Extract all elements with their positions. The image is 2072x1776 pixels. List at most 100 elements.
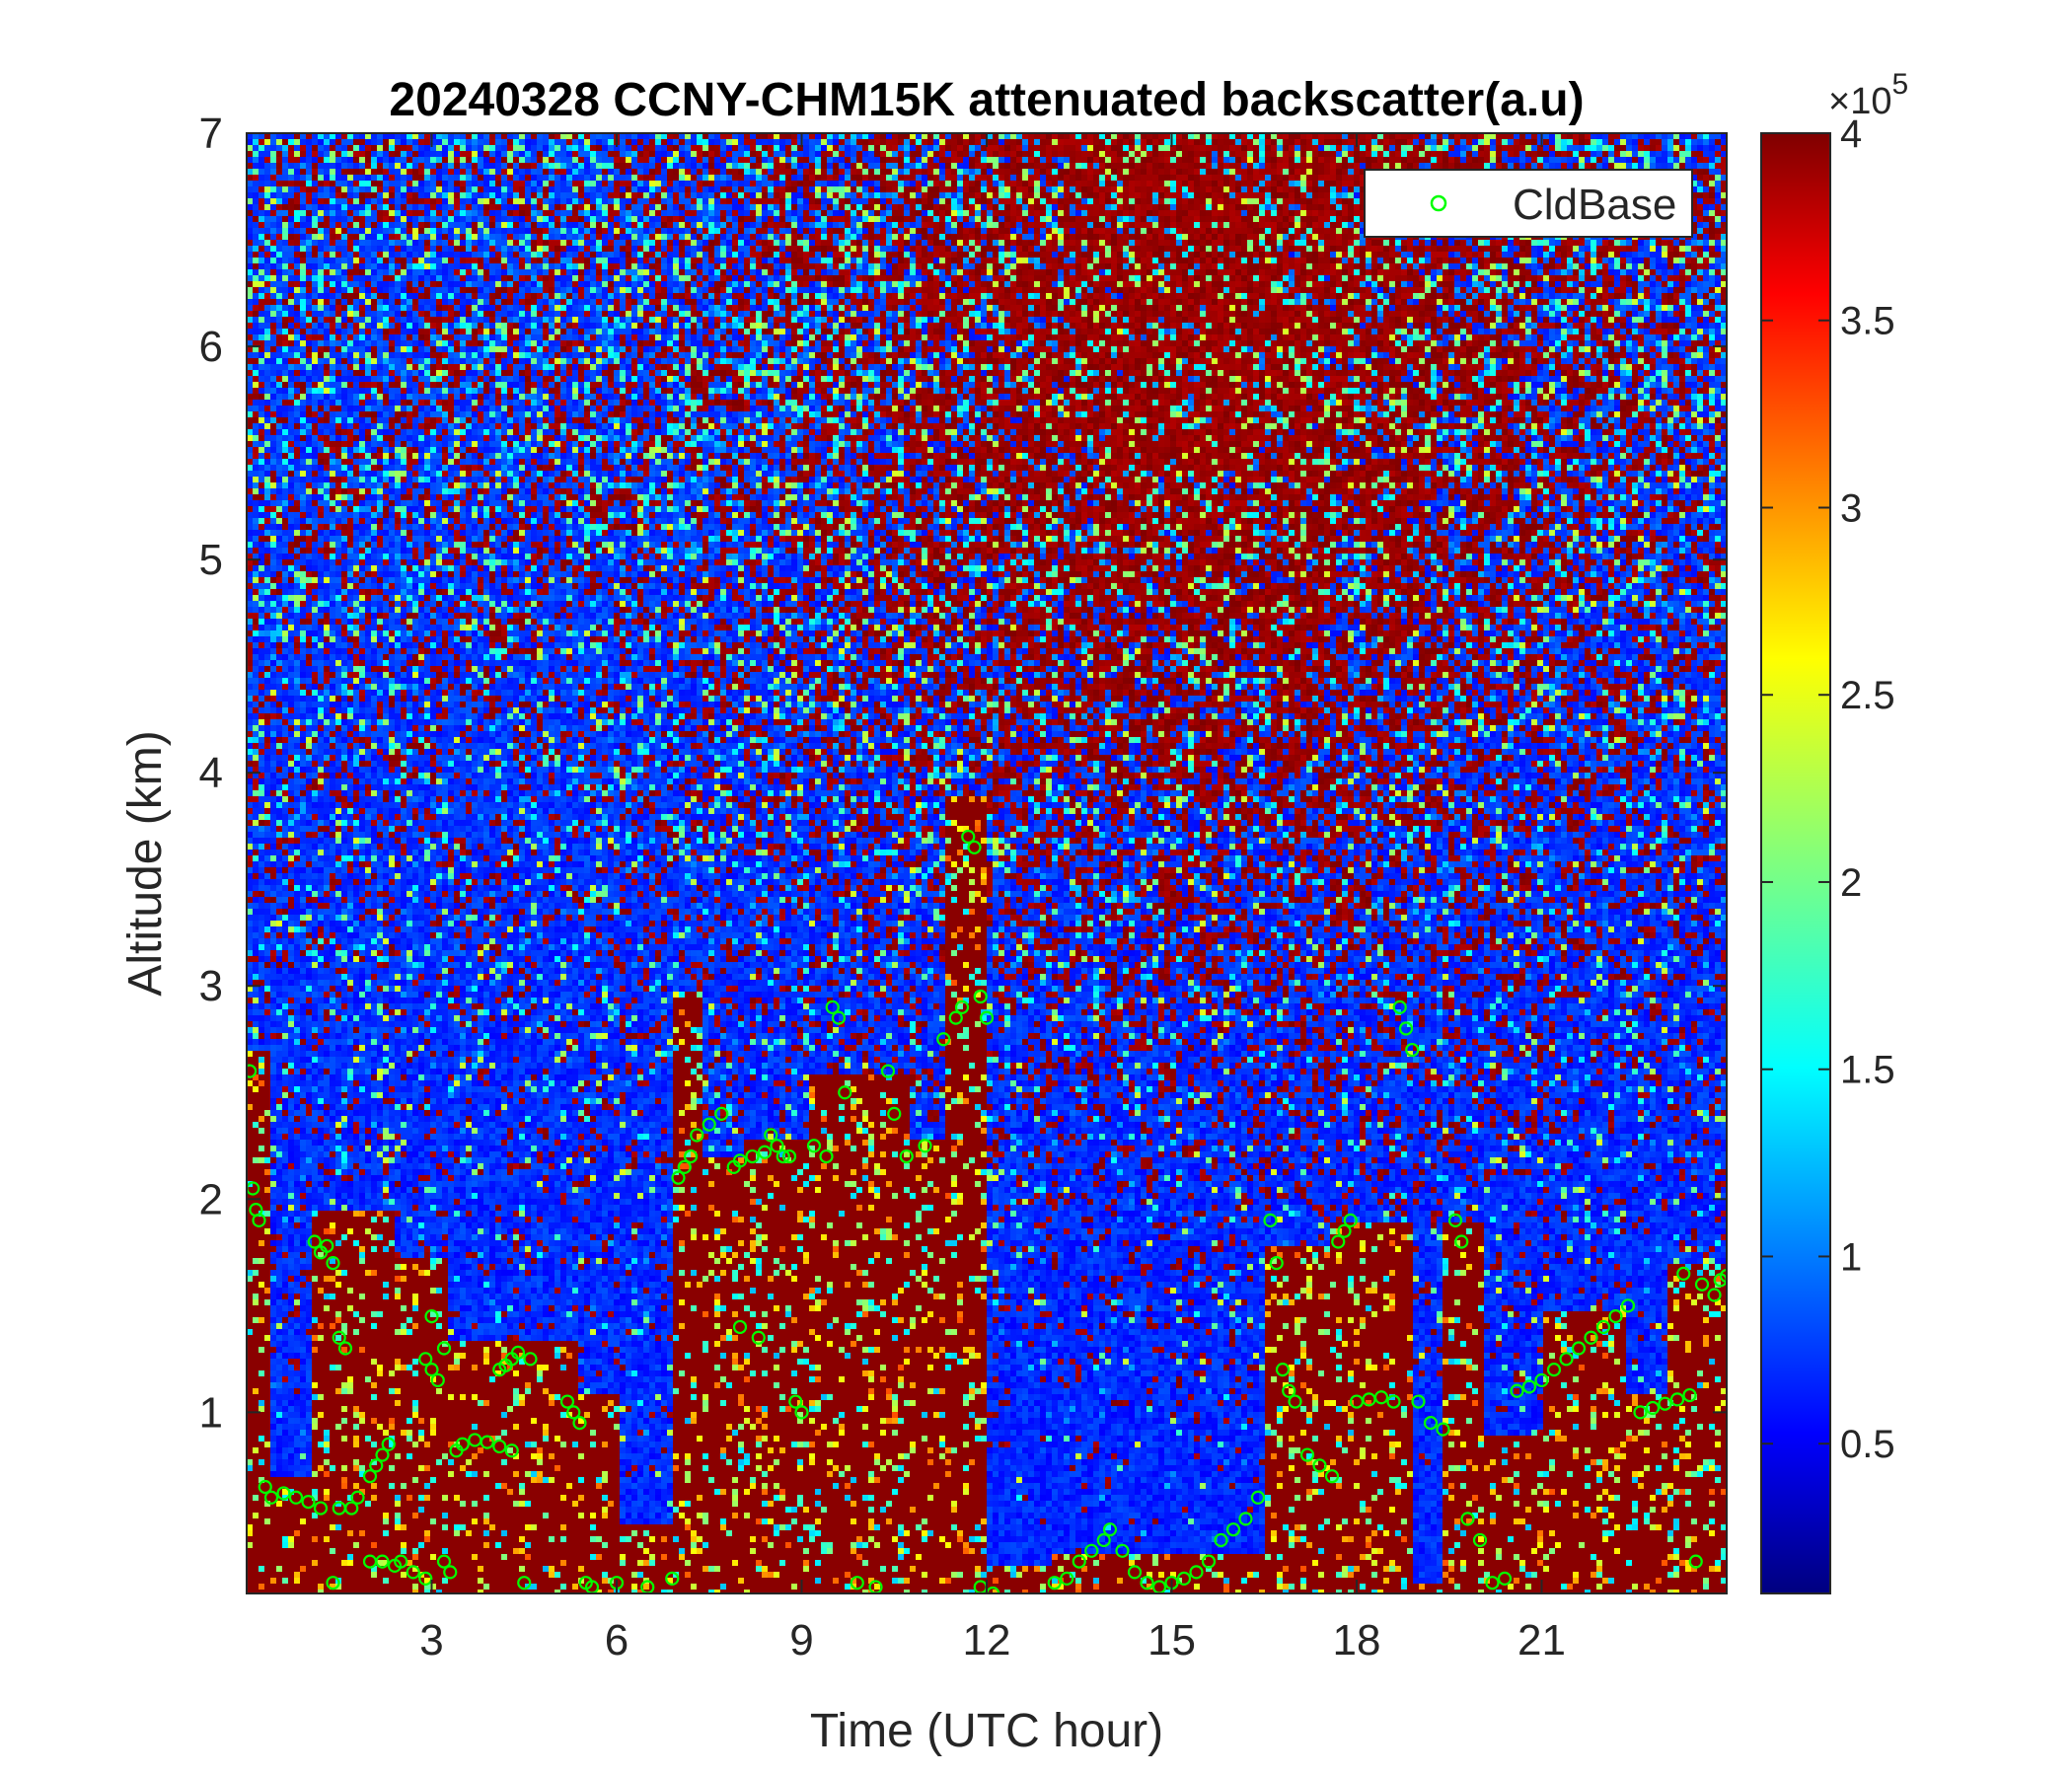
heatmap-cell <box>1377 151 1383 157</box>
heatmap-cell <box>856 163 862 169</box>
heatmap-cell <box>1366 163 1371 169</box>
heatmap-cell <box>282 145 288 151</box>
heatmap-cell <box>1561 145 1567 151</box>
heatmap-cell <box>1105 139 1111 145</box>
heatmap-cell <box>1413 163 1419 169</box>
heatmap-cell <box>1502 151 1508 157</box>
heatmap-cell <box>1164 157 1170 163</box>
heatmap-cell <box>359 181 365 186</box>
heatmap-cell <box>703 175 708 181</box>
heatmap-cell <box>353 186 359 192</box>
heatmap-cell <box>661 169 667 175</box>
heatmap-cell <box>833 139 839 145</box>
heatmap-cell <box>608 175 614 181</box>
heatmap-cell <box>253 186 259 192</box>
heatmap-cell <box>762 139 768 145</box>
heatmap-cell <box>756 175 762 181</box>
heatmap-cell <box>253 157 259 163</box>
heatmap-cell <box>957 151 963 157</box>
heatmap-cell <box>738 157 744 163</box>
heatmap-cell <box>1295 145 1300 151</box>
heatmap-cell <box>259 186 264 192</box>
heatmap-cell <box>347 145 353 151</box>
heatmap-cell <box>335 186 341 192</box>
heatmap-cell <box>679 145 685 151</box>
heatmap-cell <box>1596 157 1602 163</box>
heatmap-cell <box>874 151 880 157</box>
heatmap-cell <box>1117 175 1123 181</box>
heatmap-cell <box>927 151 933 157</box>
heatmap-cell <box>1407 145 1413 151</box>
heatmap-cell <box>649 169 655 175</box>
heatmap-cell <box>1016 181 1022 186</box>
heatmap-cell <box>294 139 300 145</box>
heatmap-cell <box>679 175 685 181</box>
heatmap-cell <box>1200 163 1206 169</box>
heatmap-cell <box>1052 163 1058 169</box>
heatmap-cell <box>1644 151 1650 157</box>
heatmap-cell <box>969 163 975 169</box>
heatmap-cell <box>1229 139 1235 145</box>
heatmap-cell <box>1129 175 1135 181</box>
heatmap-cell <box>543 169 549 175</box>
heatmap-cell <box>1135 151 1141 157</box>
heatmap-cell <box>466 157 472 163</box>
heatmap-cell <box>1277 139 1283 145</box>
heatmap-cell <box>631 151 637 157</box>
heatmap-cell <box>643 145 649 151</box>
heatmap-cell <box>1650 151 1656 157</box>
heatmap-cell <box>637 181 643 186</box>
heatmap-cell <box>1602 139 1608 145</box>
heatmap-cell <box>1691 157 1697 163</box>
heatmap-cell <box>1105 175 1111 181</box>
heatmap-cell <box>886 145 892 151</box>
heatmap-cell <box>424 145 430 151</box>
heatmap-cell <box>341 169 347 175</box>
heatmap-cell <box>1591 157 1596 163</box>
heatmap-cell <box>1519 157 1525 163</box>
heatmap-cell <box>1443 151 1448 157</box>
heatmap-cell <box>1087 169 1093 175</box>
heatmap-cell <box>584 175 590 181</box>
heatmap-cell <box>259 151 264 157</box>
heatmap-cell <box>1087 181 1093 186</box>
heatmap-cell <box>383 169 389 175</box>
heatmap-cell <box>1318 157 1324 163</box>
heatmap-cell <box>555 145 560 151</box>
heatmap-cell <box>1099 145 1105 151</box>
heatmap-cell <box>637 151 643 157</box>
heatmap-cell <box>436 175 442 181</box>
heatmap-cell <box>1170 163 1176 169</box>
heatmap-cell <box>868 145 874 151</box>
heatmap-cell <box>401 157 407 163</box>
heatmap-cell <box>306 163 312 169</box>
heatmap-cell <box>1377 157 1383 163</box>
heatmap-cell <box>1537 157 1543 163</box>
heatmap-cell <box>1099 157 1105 163</box>
heatmap-cell <box>1004 169 1010 175</box>
heatmap-cell <box>1141 169 1147 175</box>
heatmap-cell <box>738 163 744 169</box>
heatmap-cell <box>833 181 839 186</box>
heatmap-cell <box>815 157 821 163</box>
heatmap-cell <box>253 151 259 157</box>
heatmap-cell <box>1289 181 1295 186</box>
heatmap-cell <box>1656 157 1662 163</box>
heatmap-cell <box>1419 157 1425 163</box>
heatmap-cell <box>306 175 312 181</box>
heatmap-cell <box>1448 157 1454 163</box>
heatmap-cell <box>726 175 732 181</box>
heatmap-cell <box>436 139 442 145</box>
heatmap-cell <box>1271 145 1277 151</box>
heatmap-cell <box>489 151 495 157</box>
heatmap-cell <box>1360 151 1366 157</box>
heatmap-cell <box>1667 139 1673 145</box>
heatmap-cell <box>543 163 549 169</box>
heatmap-cell <box>1531 151 1537 157</box>
heatmap-cell <box>1206 163 1212 169</box>
heatmap-cell <box>1241 175 1247 181</box>
heatmap-cell <box>750 169 756 175</box>
heatmap-cell <box>282 169 288 175</box>
heatmap-cell <box>318 181 324 186</box>
heatmap-cell <box>880 175 886 181</box>
